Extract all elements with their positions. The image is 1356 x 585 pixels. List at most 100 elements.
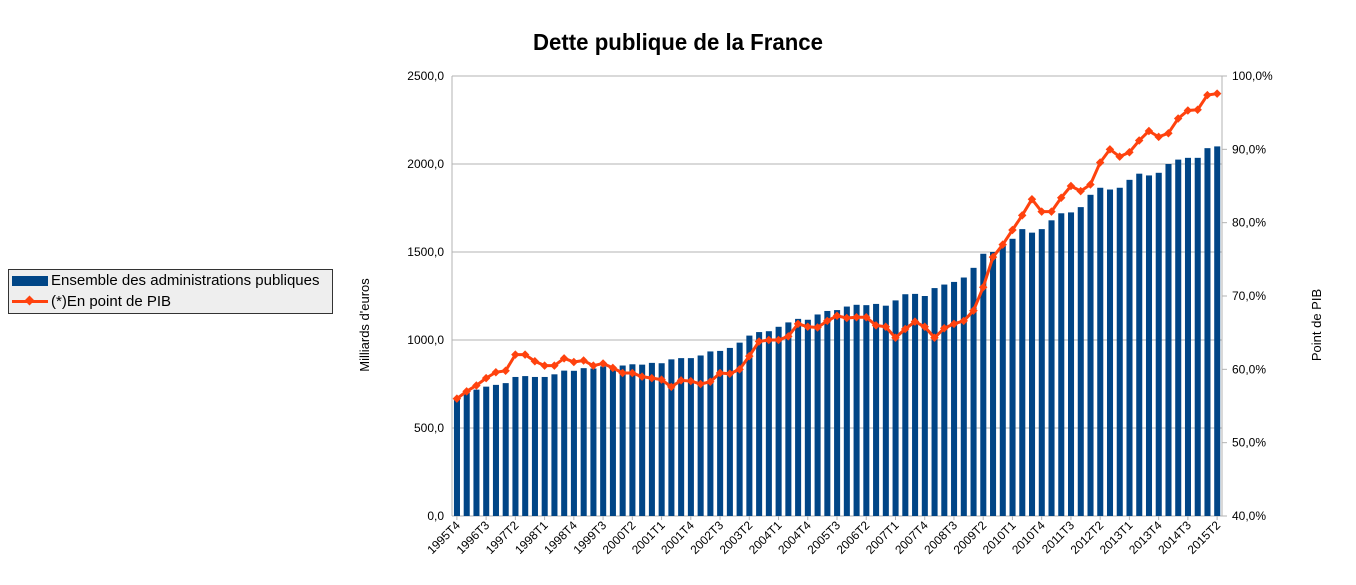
line-marker (491, 368, 501, 377)
bar (1068, 212, 1075, 516)
y2-tick-label: 50,0% (1232, 436, 1266, 450)
line-marker (579, 356, 588, 365)
line-marker (910, 317, 920, 326)
bar (892, 300, 899, 516)
bar (551, 374, 558, 516)
line-marker (939, 324, 949, 333)
line-marker (861, 313, 871, 322)
bar (736, 342, 743, 516)
line-marker (813, 323, 822, 332)
line-marker (715, 368, 725, 378)
legend-label: (*)En point de PIB (51, 293, 172, 310)
bar (1194, 157, 1201, 516)
line-marker (676, 376, 686, 385)
bar (522, 376, 529, 516)
bar (746, 335, 753, 516)
bar (882, 305, 889, 516)
bar (980, 253, 987, 516)
x-tick-label: 2010T4 (1009, 518, 1048, 557)
bar (1126, 179, 1133, 516)
line-marker (745, 351, 754, 361)
bar (873, 303, 880, 516)
bar (1097, 187, 1104, 516)
line-marker (823, 316, 832, 326)
y2-tick-label: 80,0% (1232, 216, 1266, 230)
line-marker (920, 322, 929, 332)
bar (453, 399, 460, 516)
line-marker (589, 361, 598, 370)
bar (990, 252, 997, 516)
bar (1038, 229, 1045, 516)
legend-bar-swatch (12, 275, 48, 286)
bar (814, 314, 821, 516)
bar (1048, 220, 1055, 516)
line-marker (598, 359, 608, 368)
y-tick-label: 1500,0 (407, 245, 444, 259)
line-marker (803, 322, 813, 332)
bar (785, 322, 792, 516)
bar (1214, 146, 1221, 516)
bar (775, 326, 782, 516)
bar (473, 389, 480, 516)
line-marker (735, 365, 744, 374)
line-marker (754, 337, 764, 346)
line-marker (891, 333, 900, 343)
bar (619, 365, 626, 516)
line-marker (978, 282, 988, 292)
y2-tick-label: 60,0% (1232, 362, 1266, 376)
bar (1019, 229, 1026, 516)
line-marker (462, 387, 471, 396)
line-marker (871, 321, 881, 330)
bar (609, 366, 616, 516)
line-marker (472, 381, 481, 390)
bar (941, 284, 948, 516)
bar (765, 331, 772, 516)
bar (921, 296, 928, 516)
line-marker (969, 306, 978, 315)
bar (824, 310, 831, 516)
y2-tick-label: 90,0% (1232, 142, 1266, 156)
y2-tick-label: 100,0% (1232, 69, 1273, 83)
bar (1155, 172, 1162, 517)
bar (668, 359, 675, 516)
line-marker (1212, 89, 1222, 98)
line-marker (520, 350, 530, 359)
line-marker (501, 366, 510, 376)
bar (590, 368, 597, 516)
line-marker (530, 357, 540, 366)
line-marker (569, 357, 579, 367)
bar (834, 310, 841, 516)
bar (570, 370, 577, 516)
line-marker (900, 324, 910, 334)
chart-title: Dette publique de la France (533, 29, 823, 55)
line-marker (784, 332, 793, 341)
y2-tick-label: 70,0% (1232, 289, 1266, 303)
line-marker (725, 369, 735, 378)
bar (541, 376, 548, 516)
bar (1029, 232, 1036, 516)
bar (804, 319, 811, 516)
legend: Ensemble des administrations publiques (… (8, 269, 333, 314)
bar (1116, 187, 1123, 516)
bar (912, 293, 919, 516)
bar (1165, 164, 1172, 516)
line-marker (881, 322, 890, 332)
bar (1087, 194, 1094, 517)
x-tick-label: 2015T2 (1185, 518, 1224, 557)
bar (1145, 175, 1153, 516)
bar (697, 355, 704, 516)
bar (639, 364, 646, 516)
bar (1136, 173, 1143, 516)
line-marker (832, 311, 842, 321)
line-marker (949, 319, 959, 329)
y2-tick-label: 40,0% (1232, 509, 1266, 523)
line-marker (959, 316, 968, 326)
line-marker (628, 368, 637, 378)
line-marker (706, 377, 715, 387)
line-marker (481, 373, 491, 383)
bar (678, 358, 685, 516)
bar (492, 384, 499, 516)
y-tick-label: 2500,0 (407, 69, 444, 83)
bar (600, 366, 607, 516)
